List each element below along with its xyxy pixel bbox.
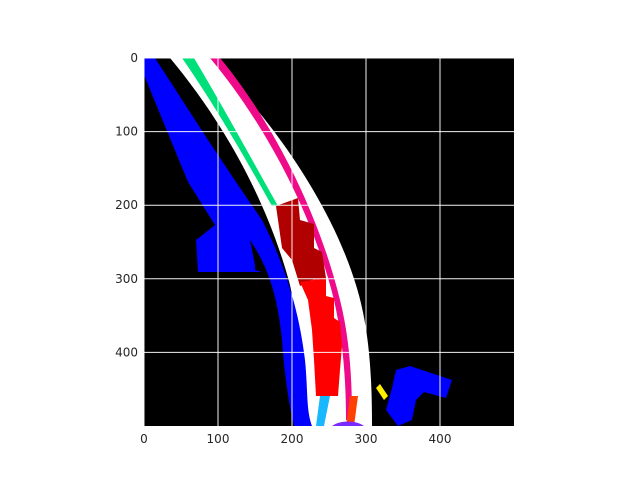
y-tick-label: 100 xyxy=(115,125,138,139)
x-tick-label: 200 xyxy=(281,432,304,446)
y-tick-label: 0 xyxy=(130,51,138,65)
y-tick-label: 200 xyxy=(115,198,138,212)
y-tick-labels: 0 100 200 300 400 xyxy=(115,51,138,359)
x-tick-labels: 0 100 200 300 400 xyxy=(140,432,451,446)
purple-marker xyxy=(332,421,364,426)
red-vehicle xyxy=(300,278,342,396)
y-tick-label: 300 xyxy=(115,272,138,286)
yellow-marker xyxy=(376,384,388,400)
x-tick-label: 400 xyxy=(429,432,452,446)
blue-lane-left xyxy=(144,58,312,426)
x-tick-label: 0 xyxy=(140,432,148,446)
gridlines xyxy=(143,57,514,426)
x-tick-label: 300 xyxy=(355,432,378,446)
y-tick-label: 400 xyxy=(115,345,138,359)
blue-blob-right xyxy=(386,366,452,426)
dark-red-vehicle xyxy=(276,198,326,286)
x-tick-label: 100 xyxy=(207,432,230,446)
orange-marker xyxy=(346,396,358,426)
cyan-marker xyxy=(316,396,330,426)
